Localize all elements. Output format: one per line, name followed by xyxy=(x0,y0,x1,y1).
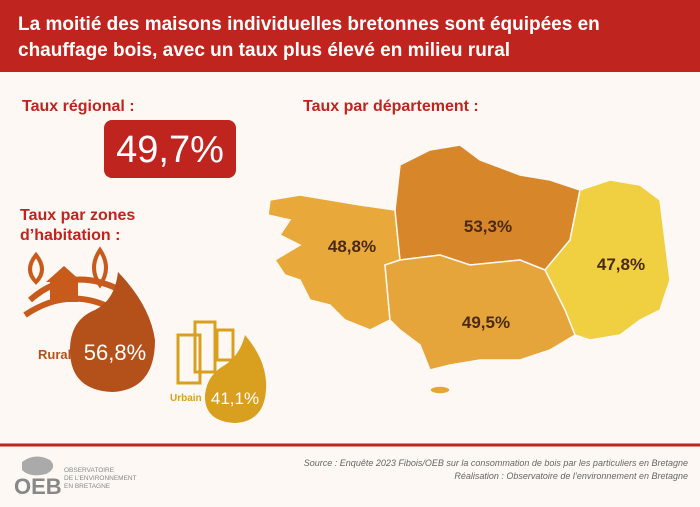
logo: OEB xyxy=(14,474,62,499)
source: Source : Enquête 2023 Fibois/OEB sur la … xyxy=(304,458,688,468)
regional-label: Taux régional : xyxy=(22,98,135,115)
rural-icon xyxy=(23,246,155,392)
logo-line: OBSERVATOIRE xyxy=(64,467,115,474)
department-value: 49,5% xyxy=(462,313,510,332)
logo-line: DE L’ENVIRONNEMENT xyxy=(64,475,137,482)
urban-value: 41,1% xyxy=(211,389,259,408)
zones-label: d’habitation : xyxy=(20,227,120,244)
title-line: La moitié des maisons individuelles bret… xyxy=(18,14,600,35)
credit: Réalisation : Observatoire de l’environn… xyxy=(454,471,688,481)
finistere xyxy=(267,194,401,331)
map xyxy=(267,144,671,395)
urban-label: Urbain xyxy=(170,393,202,404)
title-line: chauffage bois, avec un taux plus élevé … xyxy=(18,40,510,61)
logo-line: EN BRETAGNE xyxy=(64,483,111,490)
departments-label: Taux par département : xyxy=(303,98,479,115)
regional-box xyxy=(104,120,236,178)
rural-value: 56,8% xyxy=(84,340,146,365)
department-value: 53,3% xyxy=(464,217,512,236)
rural-label: Rural xyxy=(38,347,71,362)
urban-icon xyxy=(176,320,267,423)
department-value: 48,8% xyxy=(328,237,376,256)
morbihan xyxy=(384,254,576,371)
island xyxy=(429,385,451,395)
department-value: 47,8% xyxy=(597,255,645,274)
regional-value: 49,7% xyxy=(116,129,224,171)
logo-mark xyxy=(22,456,54,476)
header-band xyxy=(0,0,700,72)
zones-label: Taux par zones xyxy=(20,207,135,224)
